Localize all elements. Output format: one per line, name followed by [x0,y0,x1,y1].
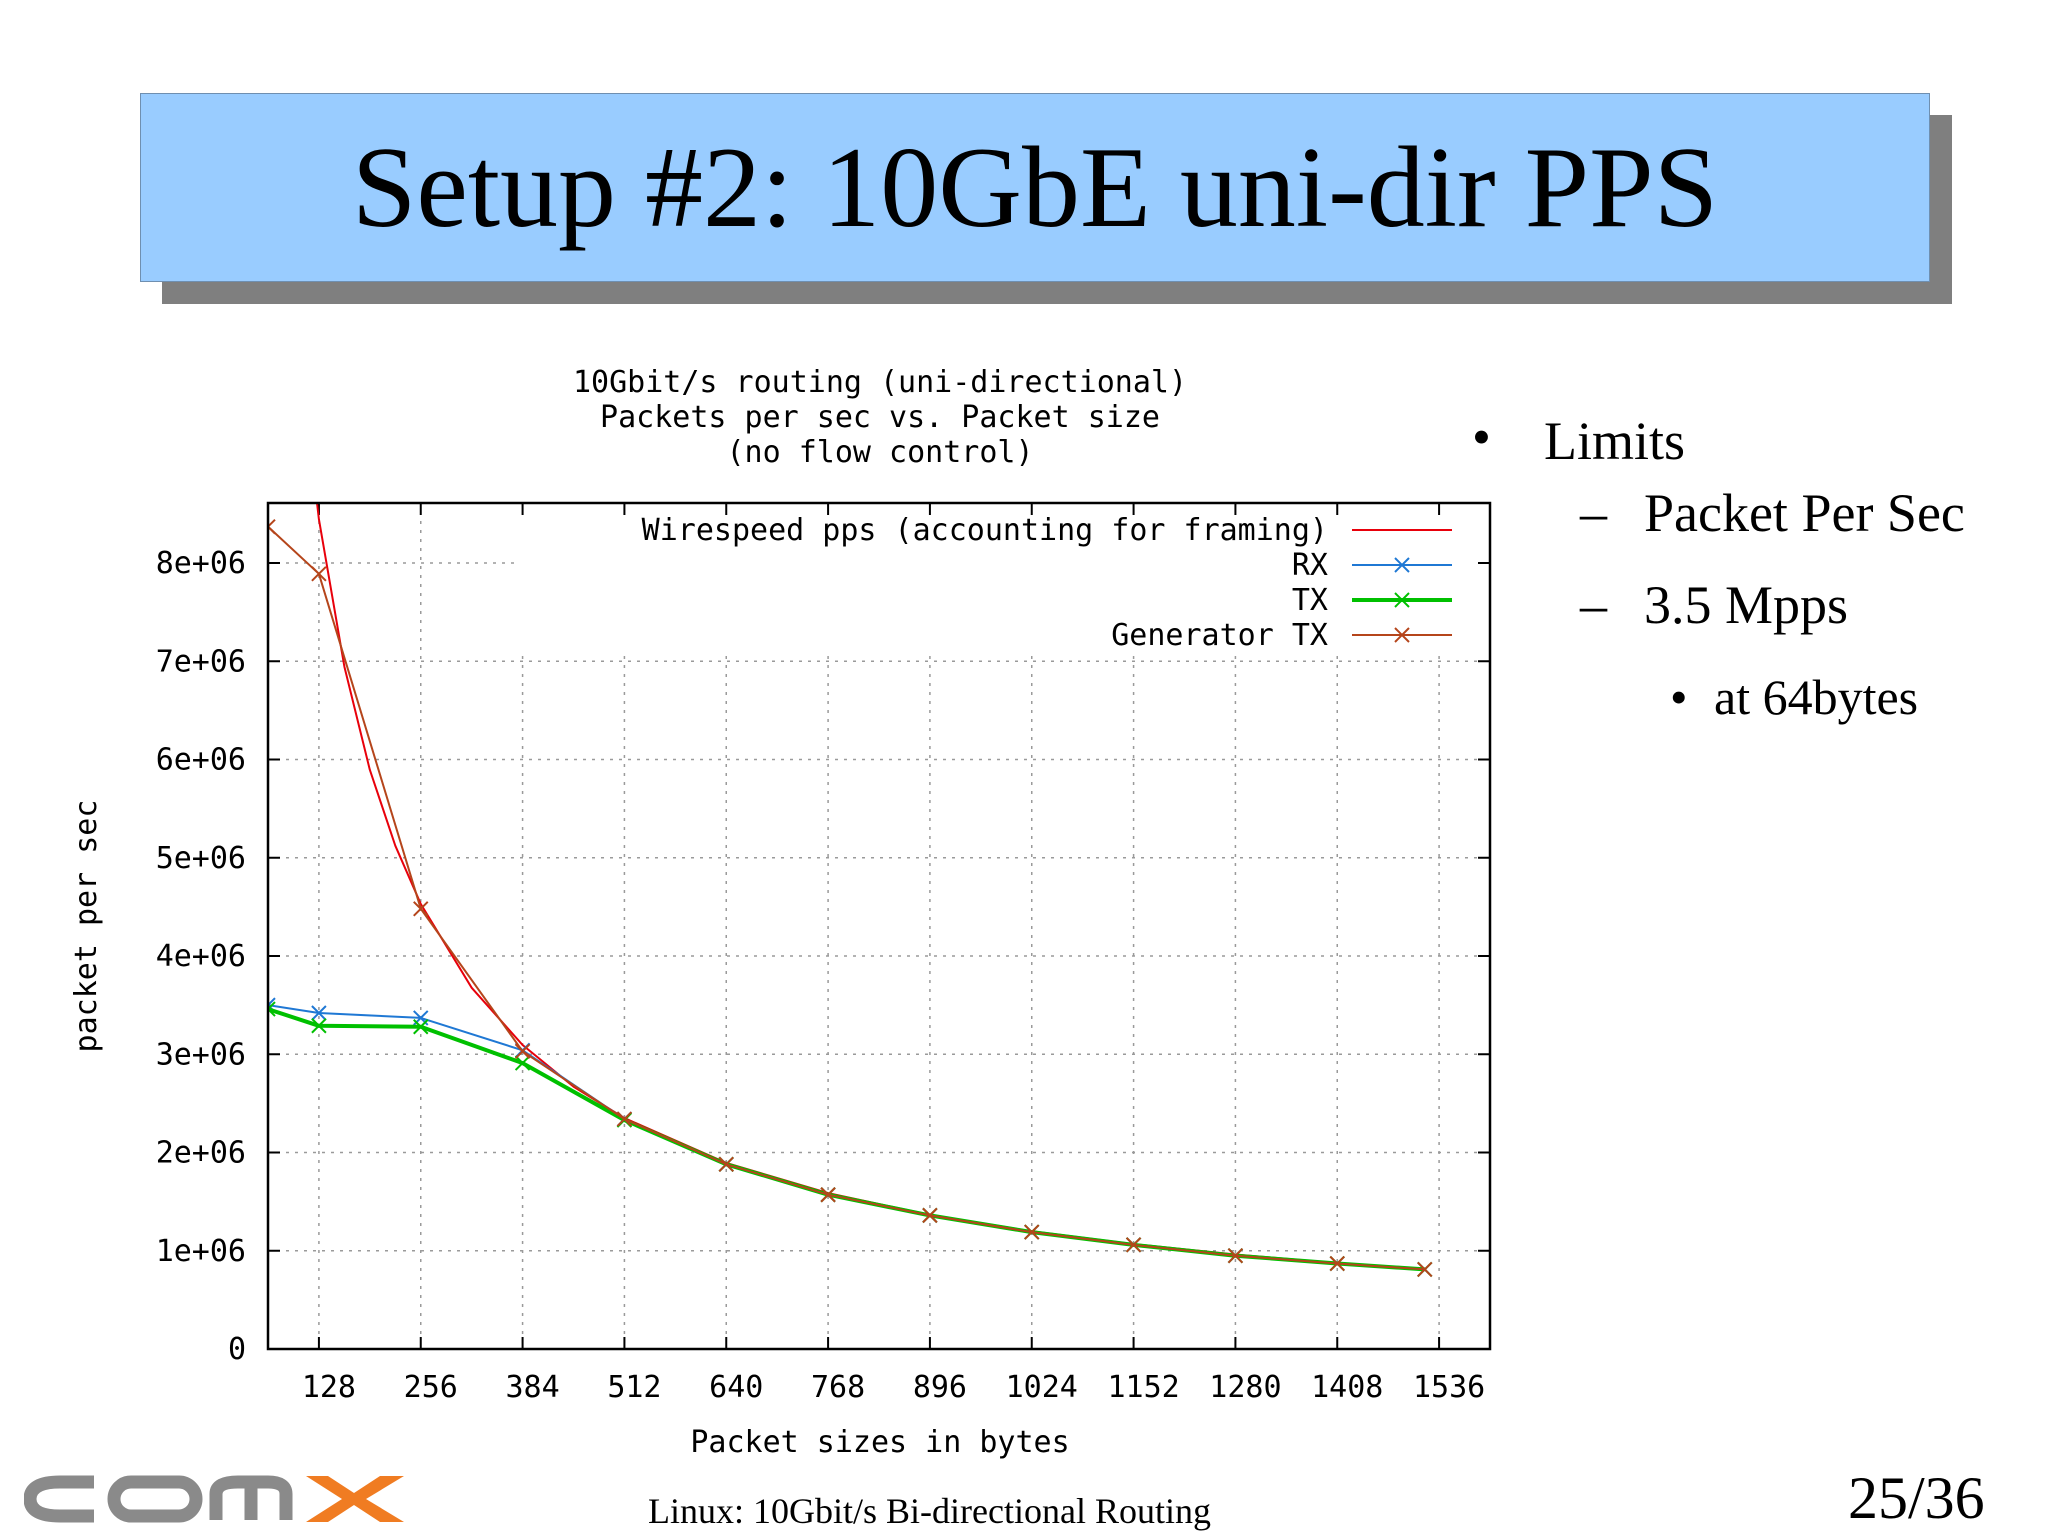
legend-marker-3 [1394,627,1410,643]
x-tick-label: 1280 [1209,1370,1281,1405]
series-line-2 [268,1007,1425,1272]
legend-label-2: TX [1292,583,1328,618]
series-point-3 [1227,1247,1244,1264]
plot-area [268,503,1433,1278]
bullet-dot-icon: • [1472,407,1491,467]
series-point-3 [616,1111,633,1127]
y-tick-label: 6e+06 [156,743,246,778]
page-number: 25/36 [1848,1465,1985,1531]
legend-label-0: Wirespeed pps (accounting for framing) [642,513,1328,548]
x-tick-label: 768 [811,1370,865,1405]
y-tick-label: 1e+06 [156,1234,246,1269]
grid-lines [268,503,1490,1349]
legend-label-1: RX [1292,548,1328,583]
bullet-mpps-text: 3.5 Mpps [1644,575,1849,635]
bullet-limits-text: Limits [1544,411,1686,471]
x-axis-label: Packet sizes in bytes [690,1425,1069,1460]
y-tick-label: 5e+06 [156,841,246,876]
legend-marker-2 [1394,592,1410,608]
title-box: Setup #2: 10GbE uni-dir PPS [140,93,1930,282]
series-point-3 [311,566,327,582]
x-tick-label: 128 [302,1370,356,1405]
legend-background [520,512,1480,652]
y-tick-label: 0 [228,1332,246,1367]
series-point-3 [922,1207,938,1224]
series-point-3 [820,1187,836,1203]
series-point-3 [514,1043,531,1060]
chart-title-line-1: 10Gbit/s routing (uni-directional) [573,365,1187,400]
series-line-1 [268,1004,1425,1271]
y-tick-label: 4e+06 [156,939,246,974]
x-tick-label: 1536 [1413,1370,1485,1405]
series-point-3 [413,901,429,917]
series-point-3 [1024,1224,1040,1240]
series-point-3 [1125,1237,1142,1253]
series-point-3 [718,1156,734,1172]
series-point-3 [1329,1255,1345,1272]
chart-title-line-2: Packets per sec vs. Packet size [600,400,1160,435]
tick-marks [268,503,1490,1350]
x-tick-label: 512 [607,1370,661,1405]
y-tick-label: 7e+06 [156,644,246,679]
x-tick-label: 384 [505,1370,559,1405]
bullet-packet-per-sec-text: Packet Per Sec [1644,483,1965,543]
bullet-dot-icon: • [1670,669,1688,725]
x-tick-label: 1152 [1107,1370,1179,1405]
series-point-2 [311,1018,327,1034]
series-point-3 [1417,1261,1433,1278]
bullet-dash-icon: – [1580,575,1607,635]
comx-logo: comx [24,1475,404,1523]
chart-title-line-3: (no flow control) [726,435,1033,470]
footer-text: Linux: 10Gbit/s Bi-directional Routing [648,1491,1211,1531]
legend-marker-1 [1394,557,1410,573]
series-point-2 [514,1055,531,1071]
bullet-64bytes-text: at 64bytes [1714,669,1919,725]
y-tick-label: 2e+06 [156,1136,246,1171]
x-tick-label: 1024 [1006,1370,1078,1405]
slide-title: Setup #2: 10GbE uni-dir PPS [351,123,1719,252]
x-tick-label: 896 [913,1370,967,1405]
series-point-1 [311,1005,327,1021]
bullet-dash-icon: – [1580,483,1607,543]
x-tick-label: 640 [709,1370,763,1405]
plot-frame [266,501,1492,1351]
x-tick-label: 1408 [1311,1370,1383,1405]
series-point-2 [268,1001,276,1017]
legend-label-3: Generator TX [1111,618,1328,653]
y-tick-label: 3e+06 [156,1037,246,1072]
series-point-3 [268,518,276,535]
x-tick-label: 256 [404,1370,458,1405]
y-axis-label: packet per sec [69,800,104,1053]
y-tick-label: 8e+06 [156,546,246,581]
series-point-2 [413,1019,429,1035]
